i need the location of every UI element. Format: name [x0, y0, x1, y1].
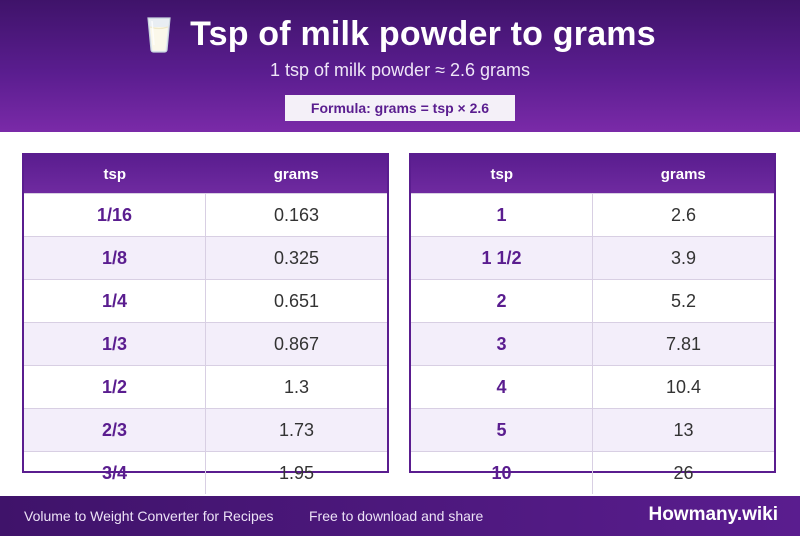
cell-tsp: 1/3	[24, 322, 206, 366]
table-row: 3 7.81	[411, 322, 774, 366]
footer-share-note: Free to download and share	[309, 508, 484, 524]
table-row: 1 2.6	[411, 193, 774, 237]
conversion-table-right: tsp grams 1 2.6 1 1/2 3.9 2 5.2 3 7.81 4	[409, 153, 776, 494]
column-header-tsp: tsp	[411, 155, 593, 194]
table-row: 10 26	[411, 451, 774, 494]
table-row: 2 5.2	[411, 279, 774, 323]
cell-tsp: 1/16	[24, 193, 206, 237]
conversion-table: tsp grams 1 2.6 1 1/2 3.9 2 5.2 3 7.81 4	[411, 155, 774, 494]
table-row: 1/3 0.867	[24, 322, 387, 366]
table-row: 5 13	[411, 408, 774, 452]
table-row: 1/4 0.651	[24, 279, 387, 323]
cell-tsp: 5	[411, 408, 593, 452]
milk-glass-icon	[147, 17, 171, 53]
brand-logo-text[interactable]: Howmany.wiki	[648, 504, 778, 525]
cell-grams: 7.81	[592, 322, 774, 366]
cell-grams: 2.6	[592, 193, 774, 237]
table-row: 4 10.4	[411, 365, 774, 409]
footer-bar: Volume to Weight Converter for Recipes F…	[0, 496, 800, 536]
cell-tsp: 3	[411, 322, 593, 366]
column-header-grams: grams	[592, 155, 774, 194]
cell-grams: 3.9	[592, 236, 774, 280]
cell-grams: 1.3	[205, 365, 387, 409]
cell-tsp: 1 1/2	[411, 236, 593, 280]
table-row: 1/16 0.163	[24, 193, 387, 237]
page-title: Tsp of milk powder to grams	[190, 14, 656, 53]
table-row: 3/4 1.95	[24, 451, 387, 494]
cell-tsp: 1/8	[24, 236, 206, 280]
cell-grams: 0.325	[205, 236, 387, 280]
cell-tsp: 1	[411, 193, 593, 237]
cell-grams: 1.73	[205, 408, 387, 452]
cell-tsp: 1/4	[24, 279, 206, 323]
cell-grams: 0.163	[205, 193, 387, 237]
cell-grams: 13	[592, 408, 774, 452]
table-row: 1/8 0.325	[24, 236, 387, 280]
cell-grams: 10.4	[592, 365, 774, 409]
table-row: 1/2 1.3	[24, 365, 387, 409]
table-row: 1 1/2 3.9	[411, 236, 774, 280]
formula-badge: Formula: grams = tsp × 2.6	[285, 95, 515, 121]
conversion-table: tsp grams 1/16 0.163 1/8 0.325 1/4 0.651…	[24, 155, 387, 494]
table-header-row: tsp grams	[24, 155, 387, 194]
cell-grams: 0.651	[205, 279, 387, 323]
cell-tsp: 10	[411, 451, 593, 494]
cell-tsp: 4	[411, 365, 593, 409]
cell-grams: 0.867	[205, 322, 387, 366]
cell-grams: 1.95	[205, 451, 387, 494]
cell-grams: 26	[592, 451, 774, 494]
cell-grams: 5.2	[592, 279, 774, 323]
table-header-row: tsp grams	[411, 155, 774, 194]
conversion-table-left: tsp grams 1/16 0.163 1/8 0.325 1/4 0.651…	[22, 153, 389, 494]
column-header-tsp: tsp	[24, 155, 206, 194]
cell-tsp: 2/3	[24, 408, 206, 452]
header-banner: Tsp of milk powder to grams 1 tsp of mil…	[0, 0, 800, 132]
cell-tsp: 1/2	[24, 365, 206, 409]
cell-tsp: 3/4	[24, 451, 206, 494]
page-subtitle: 1 tsp of milk powder ≈ 2.6 grams	[270, 60, 530, 80]
title-row: Tsp of milk powder to grams	[0, 12, 800, 56]
cell-tsp: 2	[411, 279, 593, 323]
column-header-grams: grams	[205, 155, 387, 194]
footer-description: Volume to Weight Converter for Recipes	[24, 508, 274, 524]
table-row: 2/3 1.73	[24, 408, 387, 452]
